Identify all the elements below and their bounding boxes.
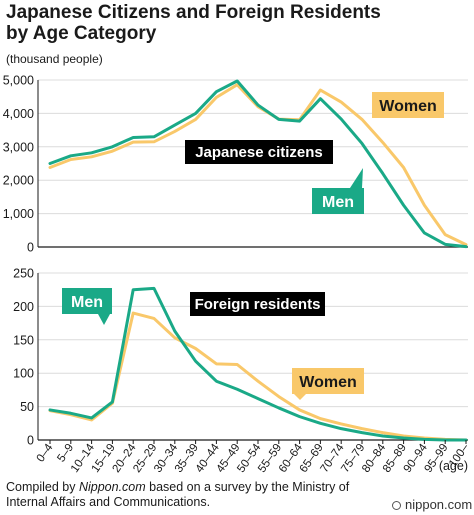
x-tick-label: 0–4	[35, 441, 56, 464]
japanese-y-tick-label: 2,000	[3, 174, 34, 188]
foreign-women-callout-pointer	[294, 394, 306, 400]
foreign-panel-label-box	[190, 292, 325, 316]
foreign-women-series-label: Women	[299, 374, 356, 391]
source-post: based on a survey by the Ministry of Int…	[6, 480, 350, 509]
foreign-men-callout-box	[62, 288, 112, 314]
japanese-y-tick-label: 3,000	[3, 140, 34, 154]
foreign-y-tick-label: 250	[13, 267, 34, 281]
foreign-y-tick-label: 100	[13, 367, 34, 381]
foreign-y-tick-label: 150	[13, 333, 34, 347]
foreign-men-series-label: Men	[71, 294, 103, 311]
chart-title: Japanese Citizens and Foreign Residents …	[6, 2, 466, 44]
y-unit-label: (thousand people)	[6, 52, 103, 66]
japanese-women-series-label: Women	[379, 98, 436, 115]
japanese-men-callout-box	[312, 188, 364, 214]
source-note: Compiled by Nippon.com based on a survey…	[6, 480, 386, 510]
brand-name: nippon.com	[405, 497, 473, 512]
title-line-2: by Age Category	[6, 23, 157, 44]
japanese-panel-label: Japanese citizens	[195, 144, 323, 161]
japanese-series-men-line	[48, 79, 468, 249]
japanese-y-tick-label: 1,000	[3, 207, 34, 221]
source-pre: Compiled by	[6, 480, 79, 494]
foreign-series-men-line	[48, 286, 468, 442]
foreign-y-tick-label: 200	[13, 300, 34, 314]
foreign-men-callout-pointer	[98, 314, 110, 325]
japanese-y-tick-label: 5,000	[3, 74, 34, 88]
japanese-y-tick-label: 0	[27, 241, 34, 255]
source-site: Nippon.com	[78, 480, 146, 494]
japanese-panel: 0 1,000 2,000 3,000 4,000 5,000 Japanese citiz…	[3, 74, 468, 255]
japanese-panel-label-box	[185, 140, 333, 164]
foreign-series-women-line	[48, 311, 468, 442]
foreign-women-callout-box	[292, 368, 364, 394]
japanese-women-callout-box	[372, 92, 444, 118]
brand-logo: nippon.com	[392, 497, 472, 512]
japanese-y-tick-label: 4,000	[3, 107, 34, 121]
x-axis: 0–4 5–910–1415–1920–2425–2930–3435–3940–4…	[35, 440, 472, 475]
brand-icon	[392, 501, 401, 510]
x-axis-unit: (age)	[439, 459, 468, 473]
japanese-men-series-label: Men	[322, 194, 354, 211]
foreign-y-tick-label: 50	[20, 400, 34, 414]
title-line-1: Japanese Citizens and Foreign Residents	[6, 2, 381, 23]
foreign-panel: 0 50 100 150 200 250 Foreign residents Men Women	[13, 267, 468, 448]
japanese-men-callout-pointer	[350, 168, 363, 188]
foreign-y-tick-label: 0	[27, 434, 34, 448]
foreign-panel-label: Foreign residents	[195, 296, 321, 313]
